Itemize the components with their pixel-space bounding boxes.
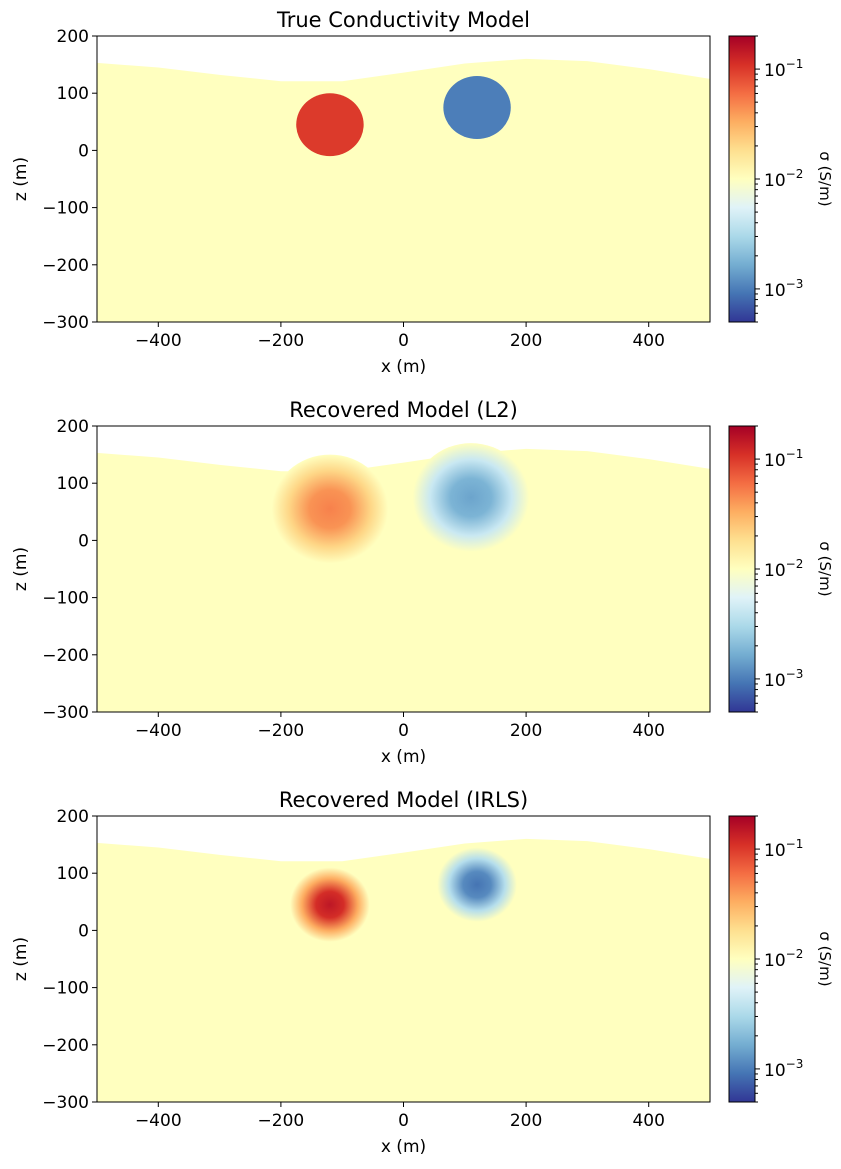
y-tick-label: −300 bbox=[42, 703, 89, 723]
y-tick-label: 100 bbox=[57, 474, 89, 494]
x-tick-label: 200 bbox=[510, 1111, 542, 1131]
colorbar-label: σ (S/m) bbox=[816, 931, 834, 986]
x-tick-label: 200 bbox=[510, 721, 542, 741]
x-tick-label: 400 bbox=[632, 721, 664, 741]
y-tick-label: −300 bbox=[42, 313, 89, 333]
colorbar bbox=[728, 35, 756, 323]
colorbar bbox=[728, 425, 756, 713]
x-tick-label: 0 bbox=[398, 331, 409, 351]
x-tick-label: 400 bbox=[632, 331, 664, 351]
x-tick-label: 400 bbox=[632, 1111, 664, 1131]
colorbar-tick-label: 10−2 bbox=[764, 947, 803, 971]
conductor-body bbox=[271, 454, 389, 564]
y-tick-label: −200 bbox=[42, 256, 89, 276]
colorbar-tick-label: 10−1 bbox=[764, 57, 803, 81]
chart-title: True Conductivity Model bbox=[276, 8, 530, 32]
y-axis-label: z (m) bbox=[11, 157, 31, 201]
plot-area bbox=[97, 838, 710, 1102]
resistor-body bbox=[437, 847, 517, 922]
chart-panel: −400 −200 0 200 400 200 100 0 −100 −200 −300 True C… bbox=[11, 8, 834, 377]
x-axis-label: x (m) bbox=[381, 357, 426, 377]
resistor-body bbox=[443, 76, 511, 139]
y-tick-label: 0 bbox=[78, 141, 89, 161]
y-tick-label: −300 bbox=[42, 1093, 89, 1113]
colorbar-label: σ (S/m) bbox=[816, 541, 834, 596]
conductor-body bbox=[296, 93, 364, 157]
y-axis-label: z (m) bbox=[11, 937, 31, 981]
chart-panel: −400 −200 0 200 400 200 100 0 −100 −200 −300 Recove… bbox=[11, 398, 834, 767]
colorbar-tick-label: 10−1 bbox=[764, 837, 803, 861]
colorbar-tick-label: 10−3 bbox=[764, 1057, 803, 1081]
y-tick-label: −100 bbox=[42, 199, 89, 219]
y-tick-label: −200 bbox=[42, 1036, 89, 1056]
chart-panel: −400 −200 0 200 400 200 100 0 −100 −200 −300 Recove… bbox=[11, 788, 834, 1157]
x-tick-label: −200 bbox=[258, 1111, 305, 1131]
ground-background bbox=[97, 448, 710, 712]
y-tick-label: −200 bbox=[42, 646, 89, 666]
x-axis-label: x (m) bbox=[381, 1137, 426, 1157]
x-tick-label: −400 bbox=[135, 1111, 182, 1131]
x-tick-label: −200 bbox=[258, 331, 305, 351]
y-axis-label: z (m) bbox=[11, 547, 31, 591]
y-tick-label: 200 bbox=[57, 27, 89, 47]
colorbar-tick-label: 10−1 bbox=[764, 447, 803, 471]
plot-area bbox=[97, 443, 710, 712]
chart-title: Recovered Model (L2) bbox=[289, 398, 518, 422]
colorbar-tick-label: 10−2 bbox=[764, 167, 803, 191]
y-tick-label: 0 bbox=[78, 531, 89, 551]
x-axis-label: x (m) bbox=[381, 747, 426, 767]
y-tick-label: 0 bbox=[78, 921, 89, 941]
colorbar-tick-label: 10−2 bbox=[764, 557, 803, 581]
colorbar-tick-label: 10−3 bbox=[764, 667, 803, 691]
y-tick-label: 200 bbox=[57, 807, 89, 827]
ground-background bbox=[97, 838, 710, 1102]
y-tick-label: 100 bbox=[57, 84, 89, 104]
y-tick-label: −100 bbox=[42, 589, 89, 609]
colorbar-tick-label: 10−3 bbox=[764, 277, 803, 301]
conductor-body bbox=[290, 867, 370, 942]
y-tick-label: 200 bbox=[57, 417, 89, 437]
colorbar bbox=[728, 815, 756, 1103]
chart-title: Recovered Model (IRLS) bbox=[279, 788, 528, 812]
plot-area bbox=[97, 58, 710, 322]
y-tick-label: −100 bbox=[42, 979, 89, 999]
x-tick-label: −200 bbox=[258, 721, 305, 741]
x-tick-label: 200 bbox=[510, 331, 542, 351]
resistor-body bbox=[412, 443, 530, 552]
colorbar-label: σ (S/m) bbox=[816, 151, 834, 206]
x-tick-label: 0 bbox=[398, 1111, 409, 1131]
x-tick-label: −400 bbox=[135, 331, 182, 351]
x-tick-label: −400 bbox=[135, 721, 182, 741]
y-tick-label: 100 bbox=[57, 864, 89, 884]
ground-background bbox=[97, 58, 710, 322]
x-tick-label: 0 bbox=[398, 721, 409, 741]
